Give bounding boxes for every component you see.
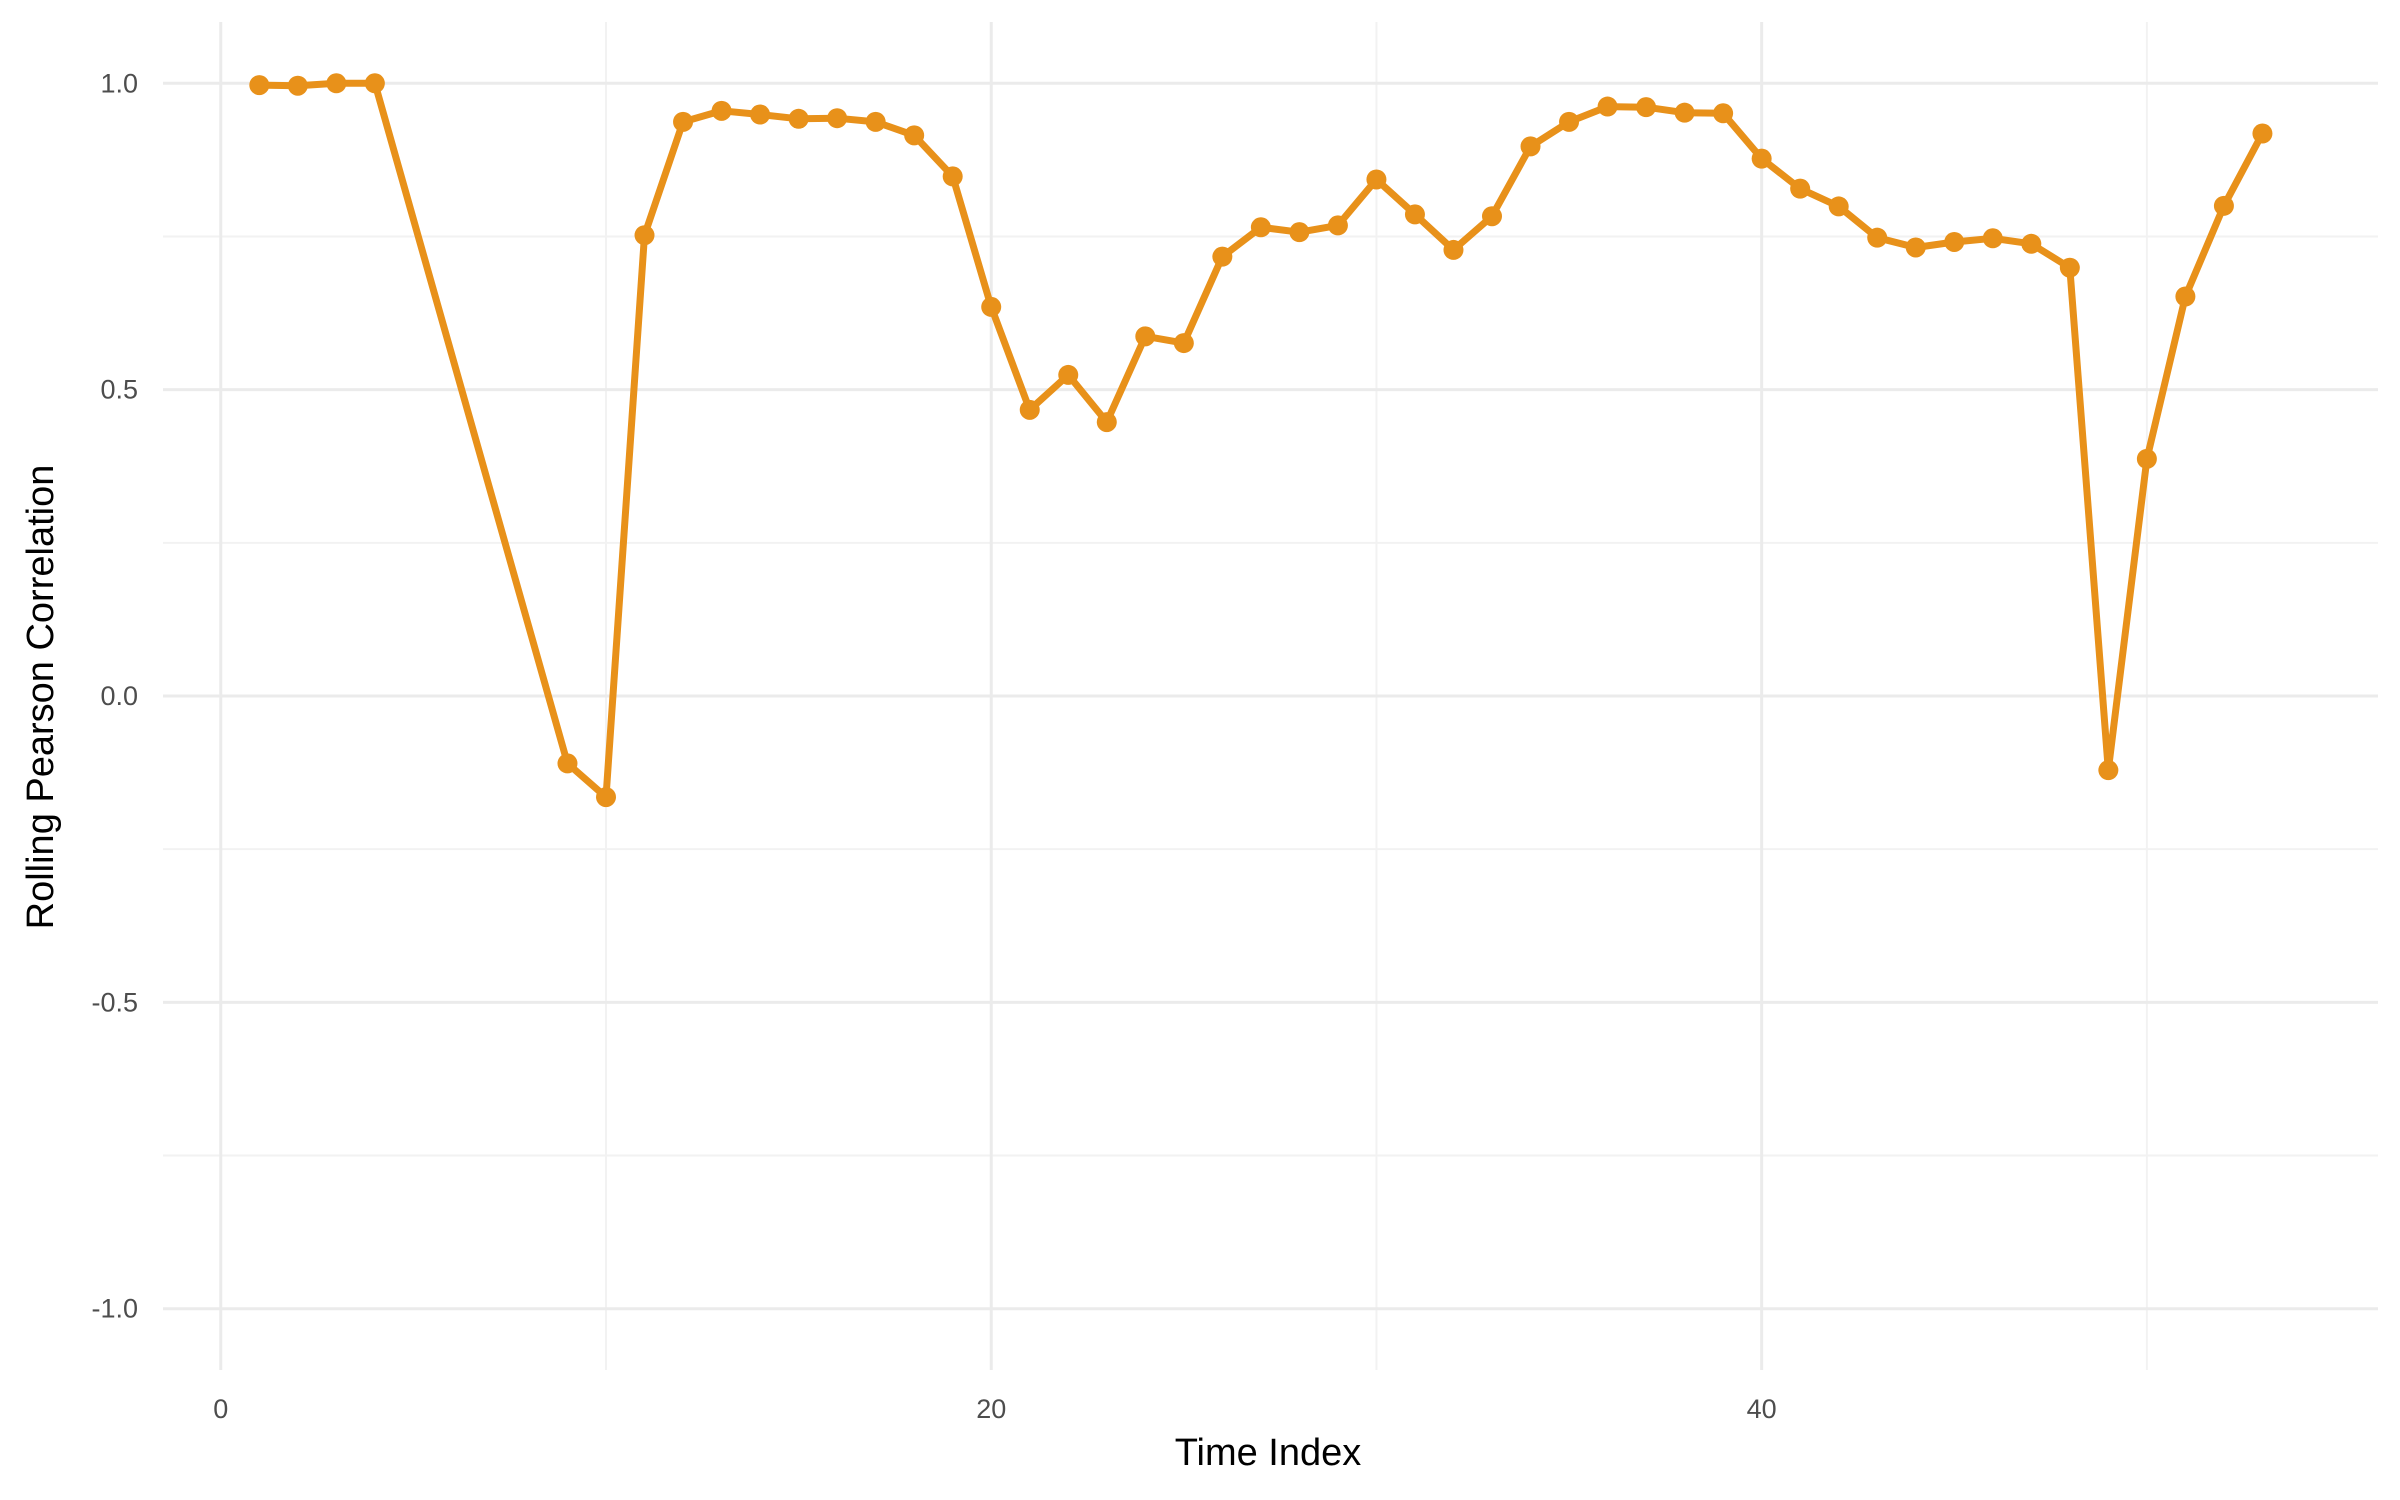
data-point [1828, 196, 1849, 217]
y-axis-title: Rolling Pearson Correlation [20, 465, 62, 930]
data-point [673, 111, 694, 132]
data-point [904, 125, 925, 146]
data-point [1982, 228, 2003, 249]
y-tick-label: 0.0 [100, 681, 138, 711]
data-point [1250, 217, 1271, 238]
series-line [255, 79, 2266, 801]
data-point [1058, 364, 1079, 385]
data-point [1327, 215, 1348, 236]
data-point [2175, 286, 2196, 307]
series-layer [249, 73, 2273, 808]
data-point [788, 108, 809, 129]
data-point [326, 73, 347, 94]
data-point [1212, 246, 1233, 267]
data-point [1905, 237, 1926, 258]
data-point [1404, 204, 1425, 225]
y-tick-label: 0.5 [100, 375, 138, 405]
data-point [1674, 102, 1695, 123]
data-point [1636, 97, 1657, 118]
data-point [634, 225, 655, 246]
data-point [1096, 412, 1117, 433]
data-point [1520, 136, 1541, 157]
data-point [942, 166, 963, 187]
data-point [2252, 123, 2273, 144]
major-gridlines [163, 22, 2378, 1370]
data-point [981, 296, 1002, 317]
data-point [249, 75, 270, 96]
data-point [1790, 178, 1811, 199]
data-point [1559, 111, 1580, 132]
data-point [1366, 169, 1387, 190]
data-point [1443, 239, 1464, 260]
data-point [1751, 148, 1772, 169]
data-point [2136, 448, 2157, 469]
data-point [1482, 206, 1502, 227]
y-tick-label: -1.0 [91, 1294, 138, 1324]
data-point [596, 787, 616, 808]
data-point [1944, 231, 1965, 252]
data-point [827, 108, 848, 129]
data-point [1173, 333, 1194, 354]
data-point [287, 75, 308, 96]
data-point [711, 100, 732, 121]
data-point [2213, 195, 2234, 216]
data-point [750, 104, 771, 125]
data-point [2059, 257, 2080, 278]
data-point [364, 73, 385, 94]
data-point [557, 753, 578, 774]
y-tick-label: 1.0 [100, 68, 138, 98]
data-point [1597, 96, 1618, 117]
x-tick-label: 40 [1747, 1394, 1777, 1424]
data-point [865, 111, 886, 132]
y-tick-label: -0.5 [91, 987, 138, 1017]
data-point [2098, 760, 2119, 781]
data-point [1867, 227, 1888, 248]
data-point [1135, 326, 1156, 347]
data-point [1019, 399, 1040, 420]
x-tick-labels: 0 20 40 [213, 1394, 1776, 1424]
y-tick-labels: -1.0 -0.5 0.0 0.5 1.0 [91, 68, 138, 1323]
x-tick-label: 0 [213, 1394, 228, 1424]
data-point [2021, 233, 2042, 254]
data-point [1713, 103, 1734, 124]
x-axis-title: Time Index [1175, 1432, 1362, 1474]
data-point [1289, 222, 1310, 243]
x-tick-label: 20 [976, 1394, 1006, 1424]
